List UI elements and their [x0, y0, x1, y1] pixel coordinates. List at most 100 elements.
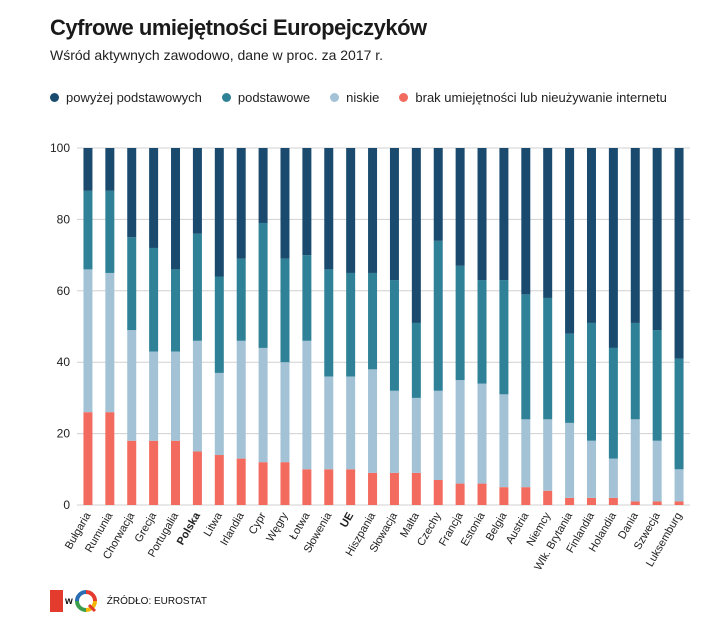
bar-segment-basic — [236, 258, 246, 341]
bar-segment-low — [608, 458, 618, 498]
bar-segment-above_basic — [411, 148, 421, 323]
bar-segment-low — [324, 376, 334, 470]
bar-segment-low — [674, 469, 684, 502]
bar-segment-none — [192, 451, 202, 505]
bar-segment-low — [433, 390, 443, 481]
bar-segment-low — [455, 380, 465, 484]
bar-segment-above_basic — [389, 148, 399, 281]
bar-segment-low — [280, 362, 290, 463]
bar-segment-above_basic — [127, 148, 137, 238]
bar-segment-none — [455, 483, 465, 505]
bar-segment-above_basic — [586, 148, 596, 323]
bar-segment-none — [521, 487, 531, 505]
bar-segment-above_basic — [499, 148, 509, 281]
bar-segment-above_basic — [543, 148, 553, 298]
legend-swatch-above-basic — [50, 93, 59, 102]
bar-segment-low — [652, 440, 662, 502]
bar-segment-above_basic — [280, 148, 290, 259]
x-tick-label: UE — [338, 511, 356, 530]
bar-segment-none — [565, 497, 575, 505]
bar-segment-above_basic — [455, 148, 465, 266]
bar-segment-above_basic — [433, 148, 443, 241]
bar-segment-low — [499, 394, 509, 488]
chart-subtitle: Wśród aktywnych zawodowo, dane w proc. z… — [50, 47, 384, 63]
bar-segment-low — [192, 340, 202, 452]
bar-segment-none — [105, 412, 115, 505]
bar-segment-above_basic — [83, 148, 93, 191]
bar-segment-basic — [324, 269, 334, 377]
bar-segment-low — [258, 347, 268, 463]
bar-segment-basic — [149, 247, 159, 352]
bar-segment-low — [214, 372, 224, 456]
bar-segment-low — [302, 340, 312, 470]
bar-segment-basic — [192, 233, 202, 341]
bar-segment-none — [127, 440, 137, 505]
bar-segment-above_basic — [368, 148, 378, 273]
bar-segment-none — [586, 497, 596, 505]
bar-segment-above_basic — [521, 148, 531, 295]
bar-segment-above_basic — [630, 148, 640, 323]
bar-segment-low — [586, 440, 596, 498]
bar-segment-none — [302, 469, 312, 505]
bar-segment-above_basic — [149, 148, 159, 248]
x-tick-label: Cypr — [247, 510, 269, 536]
bar-segment-none — [477, 483, 487, 505]
bar-segment-basic — [608, 347, 618, 459]
bar-segment-basic — [389, 280, 399, 391]
bar-segment-basic — [674, 358, 684, 470]
bar-segment-above_basic — [236, 148, 246, 259]
legend-swatch-basic — [221, 93, 231, 102]
bar-segment-low — [368, 369, 378, 473]
bar-segment-low — [171, 351, 181, 441]
y-tick-label: 40 — [57, 355, 71, 369]
bar-segment-above_basic — [674, 148, 684, 359]
legend-label-low: niskie — [346, 90, 380, 105]
legend-swatch-low — [330, 93, 340, 102]
bar-segment-above_basic — [652, 148, 662, 331]
bar-segment-above_basic — [192, 148, 202, 234]
legend-label-none: brak umiejętności lub nieużywanie intern… — [415, 90, 667, 105]
bar-segment-none — [652, 501, 662, 505]
bar-segment-low — [105, 272, 115, 413]
bar-segment-low — [565, 422, 575, 498]
bar-segment-low — [83, 269, 93, 413]
bar-segment-basic — [565, 333, 575, 423]
logo-letter: w — [65, 595, 73, 607]
publisher-logo: w — [50, 590, 97, 612]
bar-segment-low — [149, 351, 159, 441]
bar-segment-none — [608, 497, 618, 505]
logo-q-icon — [74, 590, 97, 612]
bar-segment-basic — [368, 272, 378, 370]
bar-segment-none — [149, 440, 159, 505]
bar-segment-none — [433, 480, 443, 505]
bar-segment-low — [521, 419, 531, 488]
bar-segment-none — [83, 412, 93, 505]
bar-segment-above_basic — [214, 148, 224, 277]
bar-segment-above_basic — [105, 148, 115, 191]
chart-legend: powyżej podstawowych podstawowe niskie b… — [50, 90, 687, 105]
logo-red-block — [50, 590, 63, 612]
bar-segment-above_basic — [324, 148, 334, 270]
bar-segment-basic — [477, 280, 487, 384]
bar-segment-none — [630, 501, 640, 505]
bar-segment-above_basic — [565, 148, 575, 334]
bar-segment-basic — [127, 237, 137, 331]
y-tick-label: 80 — [57, 212, 71, 226]
bar-segment-basic — [433, 240, 443, 391]
bar-segment-basic — [586, 322, 596, 441]
bar-segment-above_basic — [258, 148, 268, 223]
bar-segment-basic — [630, 322, 640, 420]
legend-item-above-basic: powyżej podstawowych — [50, 90, 202, 105]
bar-segment-none — [389, 472, 399, 505]
bar-segment-above_basic — [346, 148, 356, 273]
chart-title: Cyfrowe umiejętności Europejczyków — [50, 15, 427, 40]
bar-segment-none — [171, 440, 181, 505]
bar-segment-none — [411, 472, 421, 505]
bar-segment-none — [543, 490, 553, 505]
bar-segment-basic — [258, 222, 268, 348]
bar-segment-basic — [411, 322, 421, 398]
legend-label-above-basic: powyżej podstawowych — [66, 90, 202, 105]
bar-segment-basic — [346, 272, 356, 377]
legend-item-basic: podstawowe — [221, 90, 310, 105]
bar-segment-basic — [652, 330, 662, 441]
